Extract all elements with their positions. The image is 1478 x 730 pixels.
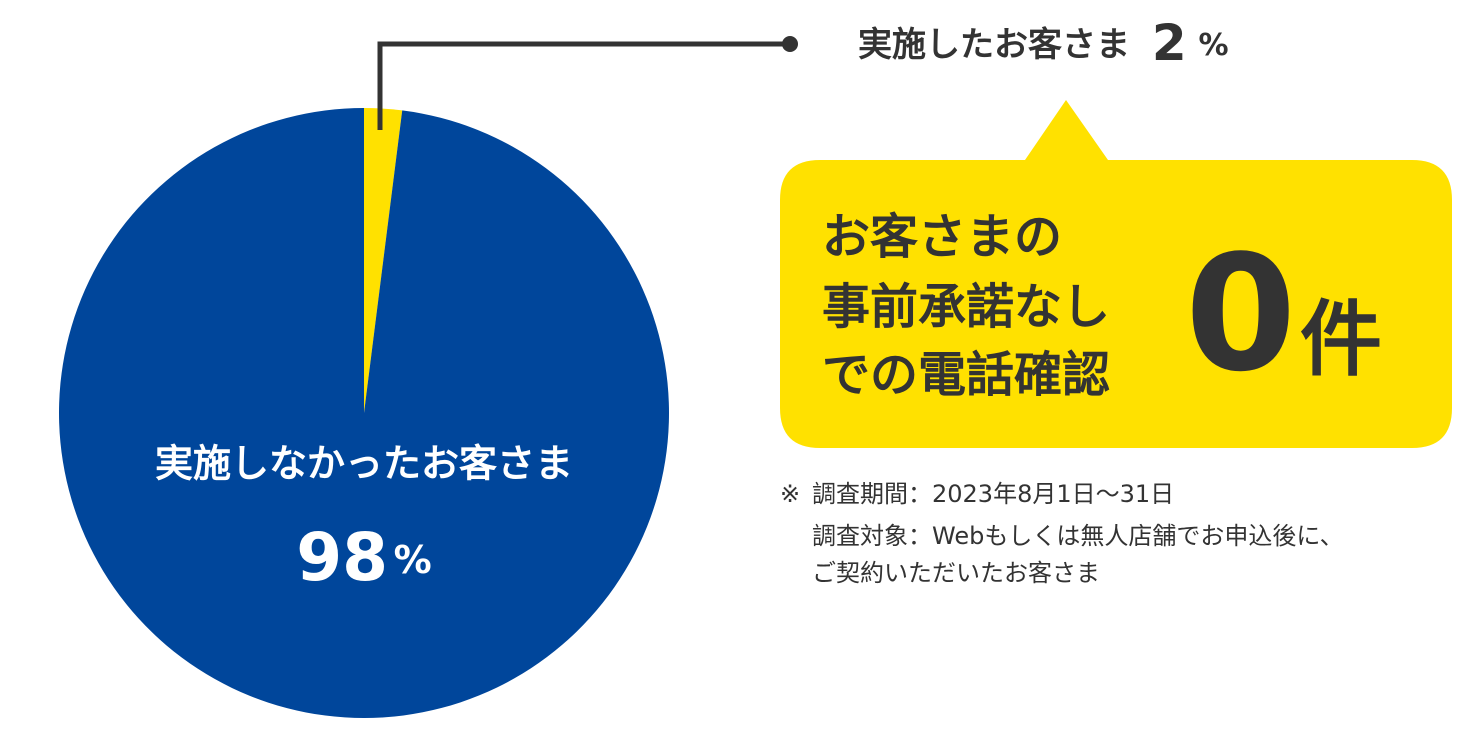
value-label: 98 — [296, 519, 388, 596]
leader-dot — [782, 36, 798, 52]
callout-count: 0 — [1185, 220, 1296, 407]
pie-category-label: 実施しなかったお客さま — [155, 442, 573, 486]
leader-line — [377, 41, 790, 130]
unit-label: % — [1198, 28, 1228, 63]
callout-line: での電話確認 — [822, 347, 1110, 403]
callout-box — [780, 100, 1452, 448]
callout-count-unit: 件 — [1300, 292, 1382, 387]
unit-label: % — [394, 538, 432, 582]
pie-slice — [59, 108, 670, 718]
note-line: ご契約いただいたお客さま — [812, 559, 1100, 587]
legend-label: 実施したお客さま 2 % — [858, 14, 1229, 72]
value-label: 2 — [1152, 14, 1187, 72]
note-line: 調査期間：2023年8月1日〜31日 — [812, 480, 1174, 508]
pie — [59, 108, 670, 718]
note-mark: ※ — [780, 480, 800, 508]
category-label: 実施したお客さま — [858, 25, 1130, 65]
note-line: 調査対象：Webもしくは無人店舗でお申込後に、 — [812, 522, 1344, 550]
pie-slice — [364, 108, 403, 413]
callout-line: お客さまの — [822, 209, 1062, 265]
pie-value: 98 % — [296, 519, 432, 596]
callout-line: 事前承諾なし — [822, 279, 1110, 335]
